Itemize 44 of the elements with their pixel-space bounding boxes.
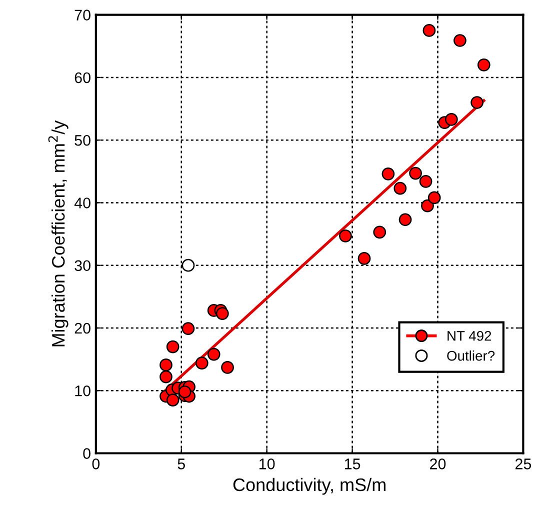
point bbox=[160, 358, 172, 372]
point bbox=[207, 348, 220, 361]
x-tick-label: 5 bbox=[178, 458, 185, 470]
y-tick-label: 40 bbox=[74, 198, 90, 208]
point bbox=[422, 24, 436, 37]
point bbox=[339, 229, 352, 242]
point bbox=[421, 199, 434, 212]
y-tick-label: 30 bbox=[74, 260, 90, 272]
point bbox=[382, 167, 395, 180]
y-tick-label: 70 bbox=[74, 10, 90, 21]
x-tick-label: 10 bbox=[260, 458, 275, 470]
y-tick-label: 60 bbox=[74, 72, 90, 84]
x-axis-title: Conductivity, mS/m bbox=[233, 478, 386, 495]
x-tick-label: 15 bbox=[344, 458, 360, 470]
point bbox=[216, 307, 229, 320]
point bbox=[444, 112, 458, 126]
point bbox=[160, 370, 172, 384]
point bbox=[166, 340, 180, 354]
point bbox=[373, 226, 386, 239]
point bbox=[398, 213, 412, 226]
point bbox=[470, 96, 484, 109]
point bbox=[394, 182, 407, 195]
x-tick-label: 0 bbox=[92, 458, 100, 470]
point bbox=[358, 252, 371, 265]
point bbox=[178, 385, 192, 398]
x-tick-label: 20 bbox=[430, 458, 446, 470]
point bbox=[166, 394, 180, 406]
point bbox=[419, 174, 432, 188]
point bbox=[182, 258, 195, 272]
point bbox=[221, 361, 234, 374]
y-tick-label: 0 bbox=[83, 448, 90, 459]
legend-label: NT 492 bbox=[448, 330, 492, 341]
y-tick-label: 50 bbox=[74, 134, 90, 146]
y-tick-label: 10 bbox=[75, 385, 90, 396]
point bbox=[195, 356, 208, 370]
legend-label: Outlier? bbox=[447, 350, 495, 361]
y-axis-title: Migration Coefficient, mm$^{2}$/y bbox=[48, 120, 68, 346]
point bbox=[454, 34, 466, 47]
point bbox=[409, 166, 422, 180]
point bbox=[477, 58, 490, 72]
point bbox=[428, 191, 441, 204]
point bbox=[182, 322, 195, 336]
y-tick-label: 20 bbox=[74, 322, 90, 334]
x-tick-label: 25 bbox=[515, 458, 532, 470]
